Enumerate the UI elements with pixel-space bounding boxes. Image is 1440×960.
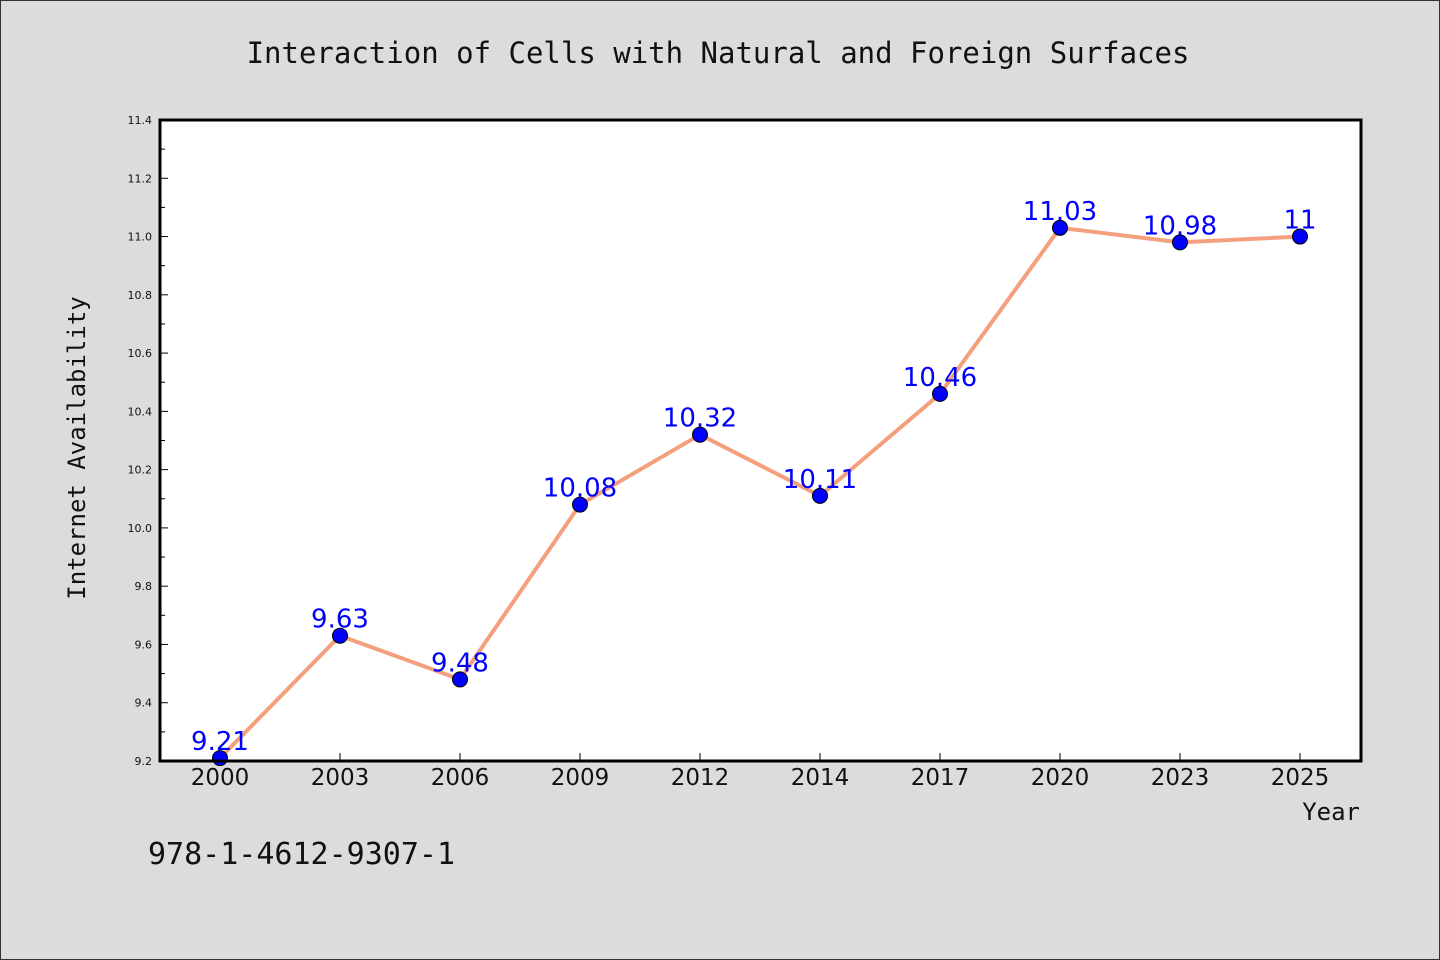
x-axis-label: Year (1302, 798, 1360, 826)
data-point (1052, 219, 1068, 236)
chart-title: Interaction of Cells with Natural and Fo… (247, 36, 1190, 70)
y-tick-label: 11.0 (128, 231, 153, 244)
y-tick-label: 11.2 (128, 172, 153, 185)
x-tick-label: 2020 (1031, 765, 1090, 791)
data-label: 10.08 (543, 474, 617, 504)
x-tick-label: 2014 (791, 765, 850, 791)
x-axis: 2000 2003 2006 2009 2012 2014 2017 2020 2023 2025 (191, 753, 1330, 791)
y-tick-label: 10.8 (128, 289, 153, 302)
data-markers (212, 219, 1308, 767)
data-point (692, 426, 708, 443)
isbn-label: 978-1-4612-9307-1 (148, 837, 455, 872)
data-label: 10.11 (783, 465, 857, 495)
data-point (572, 496, 588, 513)
plot-area (160, 120, 1361, 761)
data-point (812, 487, 828, 504)
y-tick-label: 10.4 (128, 405, 153, 418)
x-tick-label: 2012 (671, 765, 730, 791)
y-tick-label: 9.8 (135, 580, 153, 593)
data-point (332, 627, 348, 644)
data-label: 10.98 (1143, 211, 1217, 241)
x-tick-label: 2017 (911, 765, 970, 791)
data-label: 11 (1283, 206, 1316, 236)
data-point (1292, 228, 1308, 245)
data-label: 9.21 (191, 727, 249, 757)
x-tick-label: 2003 (311, 765, 370, 791)
x-tick-label: 2025 (1271, 765, 1330, 791)
x-tick-label: 2009 (551, 765, 610, 791)
plot-border (158, 118, 1363, 763)
data-label: 9.63 (311, 605, 369, 635)
data-point (452, 671, 468, 688)
x-tick-label: 2023 (1151, 765, 1210, 791)
y-tick-label: 9.2 (135, 755, 153, 768)
y-tick-label: 9.6 (135, 638, 153, 651)
y-axis: 9.2 9.4 9.6 9.8 10.0 10.2 10.4 10.6 10.8 11.0 11.2… (128, 114, 168, 768)
y-tick-label: 11.4 (128, 114, 153, 127)
y-tick-label: 9.4 (135, 697, 153, 710)
data-label: 10.46 (903, 363, 977, 393)
x-tick-label: 2000 (191, 765, 250, 791)
data-label: 11.03 (1023, 197, 1097, 227)
data-labels: 9.21 9.63 9.48 10.08 10.32 10.11 10.46 11.03 10.… (191, 197, 1316, 757)
y-tick-label: 10.6 (128, 347, 153, 360)
data-point (932, 385, 948, 402)
data-label: 10.32 (663, 404, 737, 434)
x-tick-label: 2006 (431, 765, 490, 791)
y-axis-label: Internet Availability (63, 296, 91, 599)
data-point (1172, 234, 1188, 251)
y-tick-label: 10.2 (128, 464, 153, 477)
series-line (218, 225, 1302, 761)
y-tick-label: 10.0 (128, 522, 153, 535)
data-label: 9.48 (431, 648, 489, 678)
